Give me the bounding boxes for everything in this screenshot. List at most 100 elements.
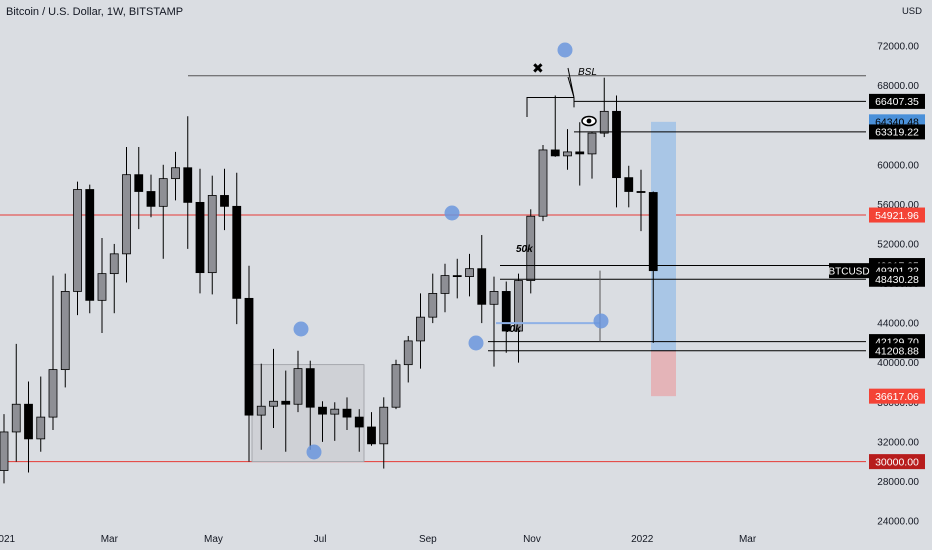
candle-body: [428, 293, 438, 318]
candle[interactable]: [624, 165, 634, 208]
candle[interactable]: [158, 164, 168, 259]
x-tick-label: Mar: [739, 534, 757, 545]
candle-body: [48, 369, 58, 418]
price-label-bg: [869, 343, 925, 359]
candle-body: [452, 275, 462, 278]
candle[interactable]: [281, 370, 291, 452]
candle-body: [624, 177, 634, 192]
swing-marker[interactable]: [444, 205, 460, 221]
price-label-bg: [869, 388, 925, 404]
swing-marker[interactable]: [468, 335, 484, 351]
candle[interactable]: [48, 275, 58, 430]
candle[interactable]: [636, 169, 646, 232]
candle[interactable]: [587, 132, 597, 179]
candle-body: [220, 195, 229, 207]
candle[interactable]: [367, 412, 376, 446]
candle[interactable]: [220, 168, 229, 231]
y-tick-label: 72000.00: [877, 42, 919, 53]
candle[interactable]: [195, 168, 205, 294]
candle-body: [97, 273, 107, 301]
candle-body: [550, 149, 560, 157]
swing-marker[interactable]: [557, 42, 573, 58]
candle[interactable]: [269, 348, 278, 428]
label-50k: 50k: [516, 244, 533, 255]
candle[interactable]: [538, 144, 548, 222]
candle-body: [232, 205, 242, 299]
candle[interactable]: [550, 95, 560, 157]
candle[interactable]: [244, 265, 254, 462]
candle-body: [526, 215, 536, 281]
price-label[interactable]: 66407.35: [869, 93, 925, 109]
candle[interactable]: [109, 243, 119, 314]
candle[interactable]: [501, 281, 511, 353]
price-label[interactable]: 41208.88: [869, 343, 925, 359]
candle[interactable]: [134, 146, 144, 230]
candle[interactable]: [85, 184, 95, 314]
swing-marker[interactable]: [593, 313, 609, 329]
candle[interactable]: [171, 151, 180, 201]
candle[interactable]: [440, 263, 450, 313]
candle[interactable]: [428, 273, 438, 324]
candle[interactable]: [73, 181, 82, 316]
candle-body: [269, 400, 278, 407]
candle-body: [612, 110, 621, 179]
candle[interactable]: [24, 381, 33, 473]
stop-zone[interactable]: [651, 350, 676, 397]
chart-title: Bitcoin / U.S. Dollar, 1W, BITSTAMP: [6, 6, 184, 18]
candle[interactable]: [416, 293, 425, 369]
candle[interactable]: [379, 397, 389, 469]
candle-body: [146, 191, 156, 207]
price-label[interactable]: 30000.00: [869, 454, 925, 470]
candle[interactable]: [256, 363, 266, 450]
candle[interactable]: [60, 273, 70, 388]
candle[interactable]: [232, 172, 242, 325]
price-label[interactable]: 63319.22: [869, 124, 925, 140]
candle[interactable]: [207, 175, 217, 295]
swing-marker[interactable]: [306, 444, 322, 460]
candle[interactable]: [305, 360, 315, 450]
price-label[interactable]: 36617.06: [869, 388, 925, 404]
candle[interactable]: [318, 401, 327, 442]
candle-body: [330, 408, 340, 415]
price-label-text: 54921.96: [875, 210, 919, 222]
candle[interactable]: [514, 273, 523, 363]
candle-body: [354, 416, 364, 428]
candle[interactable]: [648, 191, 658, 343]
price-label[interactable]: 54921.96: [869, 207, 925, 223]
candle[interactable]: [563, 129, 572, 170]
swing-marker[interactable]: [293, 321, 309, 337]
candle[interactable]: [97, 238, 107, 333]
candle[interactable]: [342, 397, 352, 430]
candle-body: [477, 268, 487, 305]
candle-body: [440, 275, 450, 294]
candle[interactable]: [183, 116, 193, 249]
candle[interactable]: [452, 258, 462, 299]
price-label-bg: [869, 124, 925, 140]
candle[interactable]: [146, 174, 156, 218]
candle[interactable]: [403, 335, 413, 383]
candle[interactable]: [465, 253, 474, 297]
x-tick-label: Sep: [419, 534, 437, 545]
candle[interactable]: [477, 235, 487, 324]
candle[interactable]: [489, 276, 499, 367]
candle[interactable]: [354, 409, 364, 452]
candle[interactable]: [575, 122, 585, 186]
price-label-bg: [869, 207, 925, 223]
candle[interactable]: [330, 402, 340, 441]
candle[interactable]: [122, 146, 131, 283]
y-tick-label: 28000.00: [877, 477, 919, 488]
symbol-tag[interactable]: BTCUSD: [828, 266, 869, 277]
price-label-text: 48430.28: [875, 274, 919, 286]
price-label-bg: [869, 271, 925, 287]
candle[interactable]: [599, 77, 609, 138]
candle[interactable]: [11, 343, 21, 462]
candle[interactable]: [391, 359, 401, 410]
candle[interactable]: [36, 376, 46, 452]
candle[interactable]: [612, 95, 621, 208]
candle[interactable]: [293, 350, 303, 413]
price-label[interactable]: 48430.28: [869, 271, 925, 287]
candle-body: [403, 340, 413, 366]
currency-label: USD: [901, 6, 922, 17]
candle[interactable]: [0, 414, 9, 484]
